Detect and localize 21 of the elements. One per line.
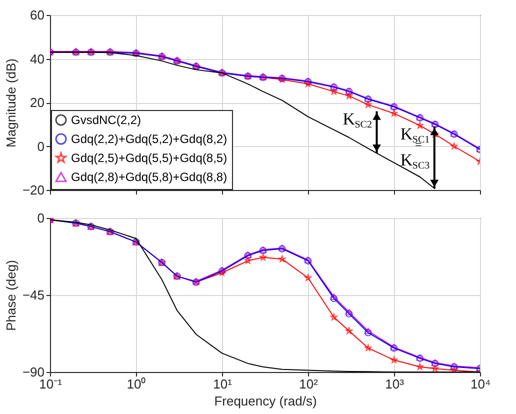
x-tick-label: 10⁰ [126,376,146,392]
y-tick-label: 0 [37,210,44,226]
legend-label: GvsdNC(2,2) [71,113,142,127]
legend-label: Gdq(2,2)+Gdq(5,2)+Gdq(8,2) [71,132,228,146]
legend-label: Gdq(2,8)+Gdq(5,8)+Gdq(8,8) [71,170,228,184]
y-axis-title: Phase (deg) [3,260,18,331]
y-tick-label: −90 [22,364,44,380]
x-axis-title: Frequency (rad/s) [214,394,317,408]
y-axis-title: Magnitude (dB) [3,58,18,148]
x-tick-label: 10⁻¹ [39,376,63,392]
y-tick-label: 20 [30,95,44,110]
x-tick-label: 10⁴ [470,376,491,392]
y-tick-label: 60 [30,8,44,22]
y-tick-label: 40 [30,51,44,66]
y-tick-label: 0 [37,138,44,154]
legend-label: Gdq(2,5)+Gdq(5,5)+Gdq(8,5) [71,151,228,165]
x-tick-label: 10² [299,376,319,392]
y-tick-label: −45 [22,288,44,302]
x-tick-label: 10³ [385,376,405,392]
y-tick-label: −20 [22,182,44,198]
x-tick-label: 10¹ [213,376,233,392]
